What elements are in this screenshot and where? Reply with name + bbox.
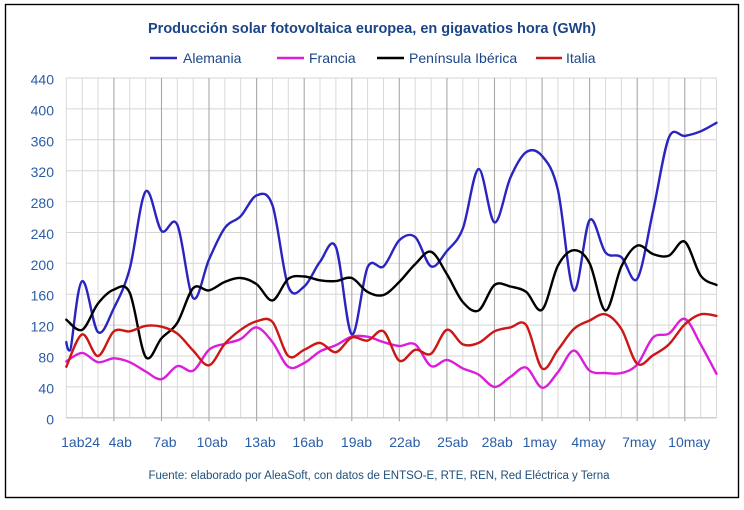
svg-text:19ab: 19ab — [341, 434, 372, 450]
svg-text:22ab: 22ab — [389, 434, 420, 450]
svg-text:Alemania: Alemania — [183, 50, 242, 66]
svg-text:160: 160 — [31, 288, 55, 304]
svg-text:Francia: Francia — [309, 50, 356, 66]
svg-text:1ab24: 1ab24 — [61, 434, 100, 450]
svg-text:80: 80 — [38, 350, 54, 366]
svg-text:0: 0 — [46, 411, 54, 427]
svg-text:Italia: Italia — [566, 50, 596, 66]
svg-text:28ab: 28ab — [482, 434, 513, 450]
svg-text:1may: 1may — [523, 434, 557, 450]
svg-text:240: 240 — [31, 226, 55, 242]
svg-text:10may: 10may — [668, 434, 710, 450]
svg-text:440: 440 — [31, 72, 55, 88]
svg-text:400: 400 — [31, 102, 55, 118]
svg-text:360: 360 — [31, 133, 55, 149]
svg-text:Península Ibérica: Península Ibérica — [409, 50, 517, 66]
svg-text:4may: 4may — [571, 434, 605, 450]
svg-text:25ab: 25ab — [437, 434, 468, 450]
svg-text:Producción solar fotovoltaica: Producción solar fotovoltaica europea, e… — [148, 21, 596, 37]
svg-text:320: 320 — [31, 164, 55, 180]
svg-text:Fuente: elaborado por AleaSoft: Fuente: elaborado por AleaSoft, con dato… — [148, 470, 610, 482]
svg-text:10ab: 10ab — [197, 434, 228, 450]
svg-text:7ab: 7ab — [153, 434, 177, 450]
svg-text:280: 280 — [31, 195, 55, 211]
svg-text:200: 200 — [31, 257, 55, 273]
svg-text:13ab: 13ab — [245, 434, 276, 450]
svg-text:7may: 7may — [622, 434, 656, 450]
svg-text:16ab: 16ab — [292, 434, 323, 450]
svg-text:120: 120 — [31, 319, 55, 335]
svg-text:40: 40 — [38, 380, 54, 396]
svg-text:4ab: 4ab — [109, 434, 133, 450]
